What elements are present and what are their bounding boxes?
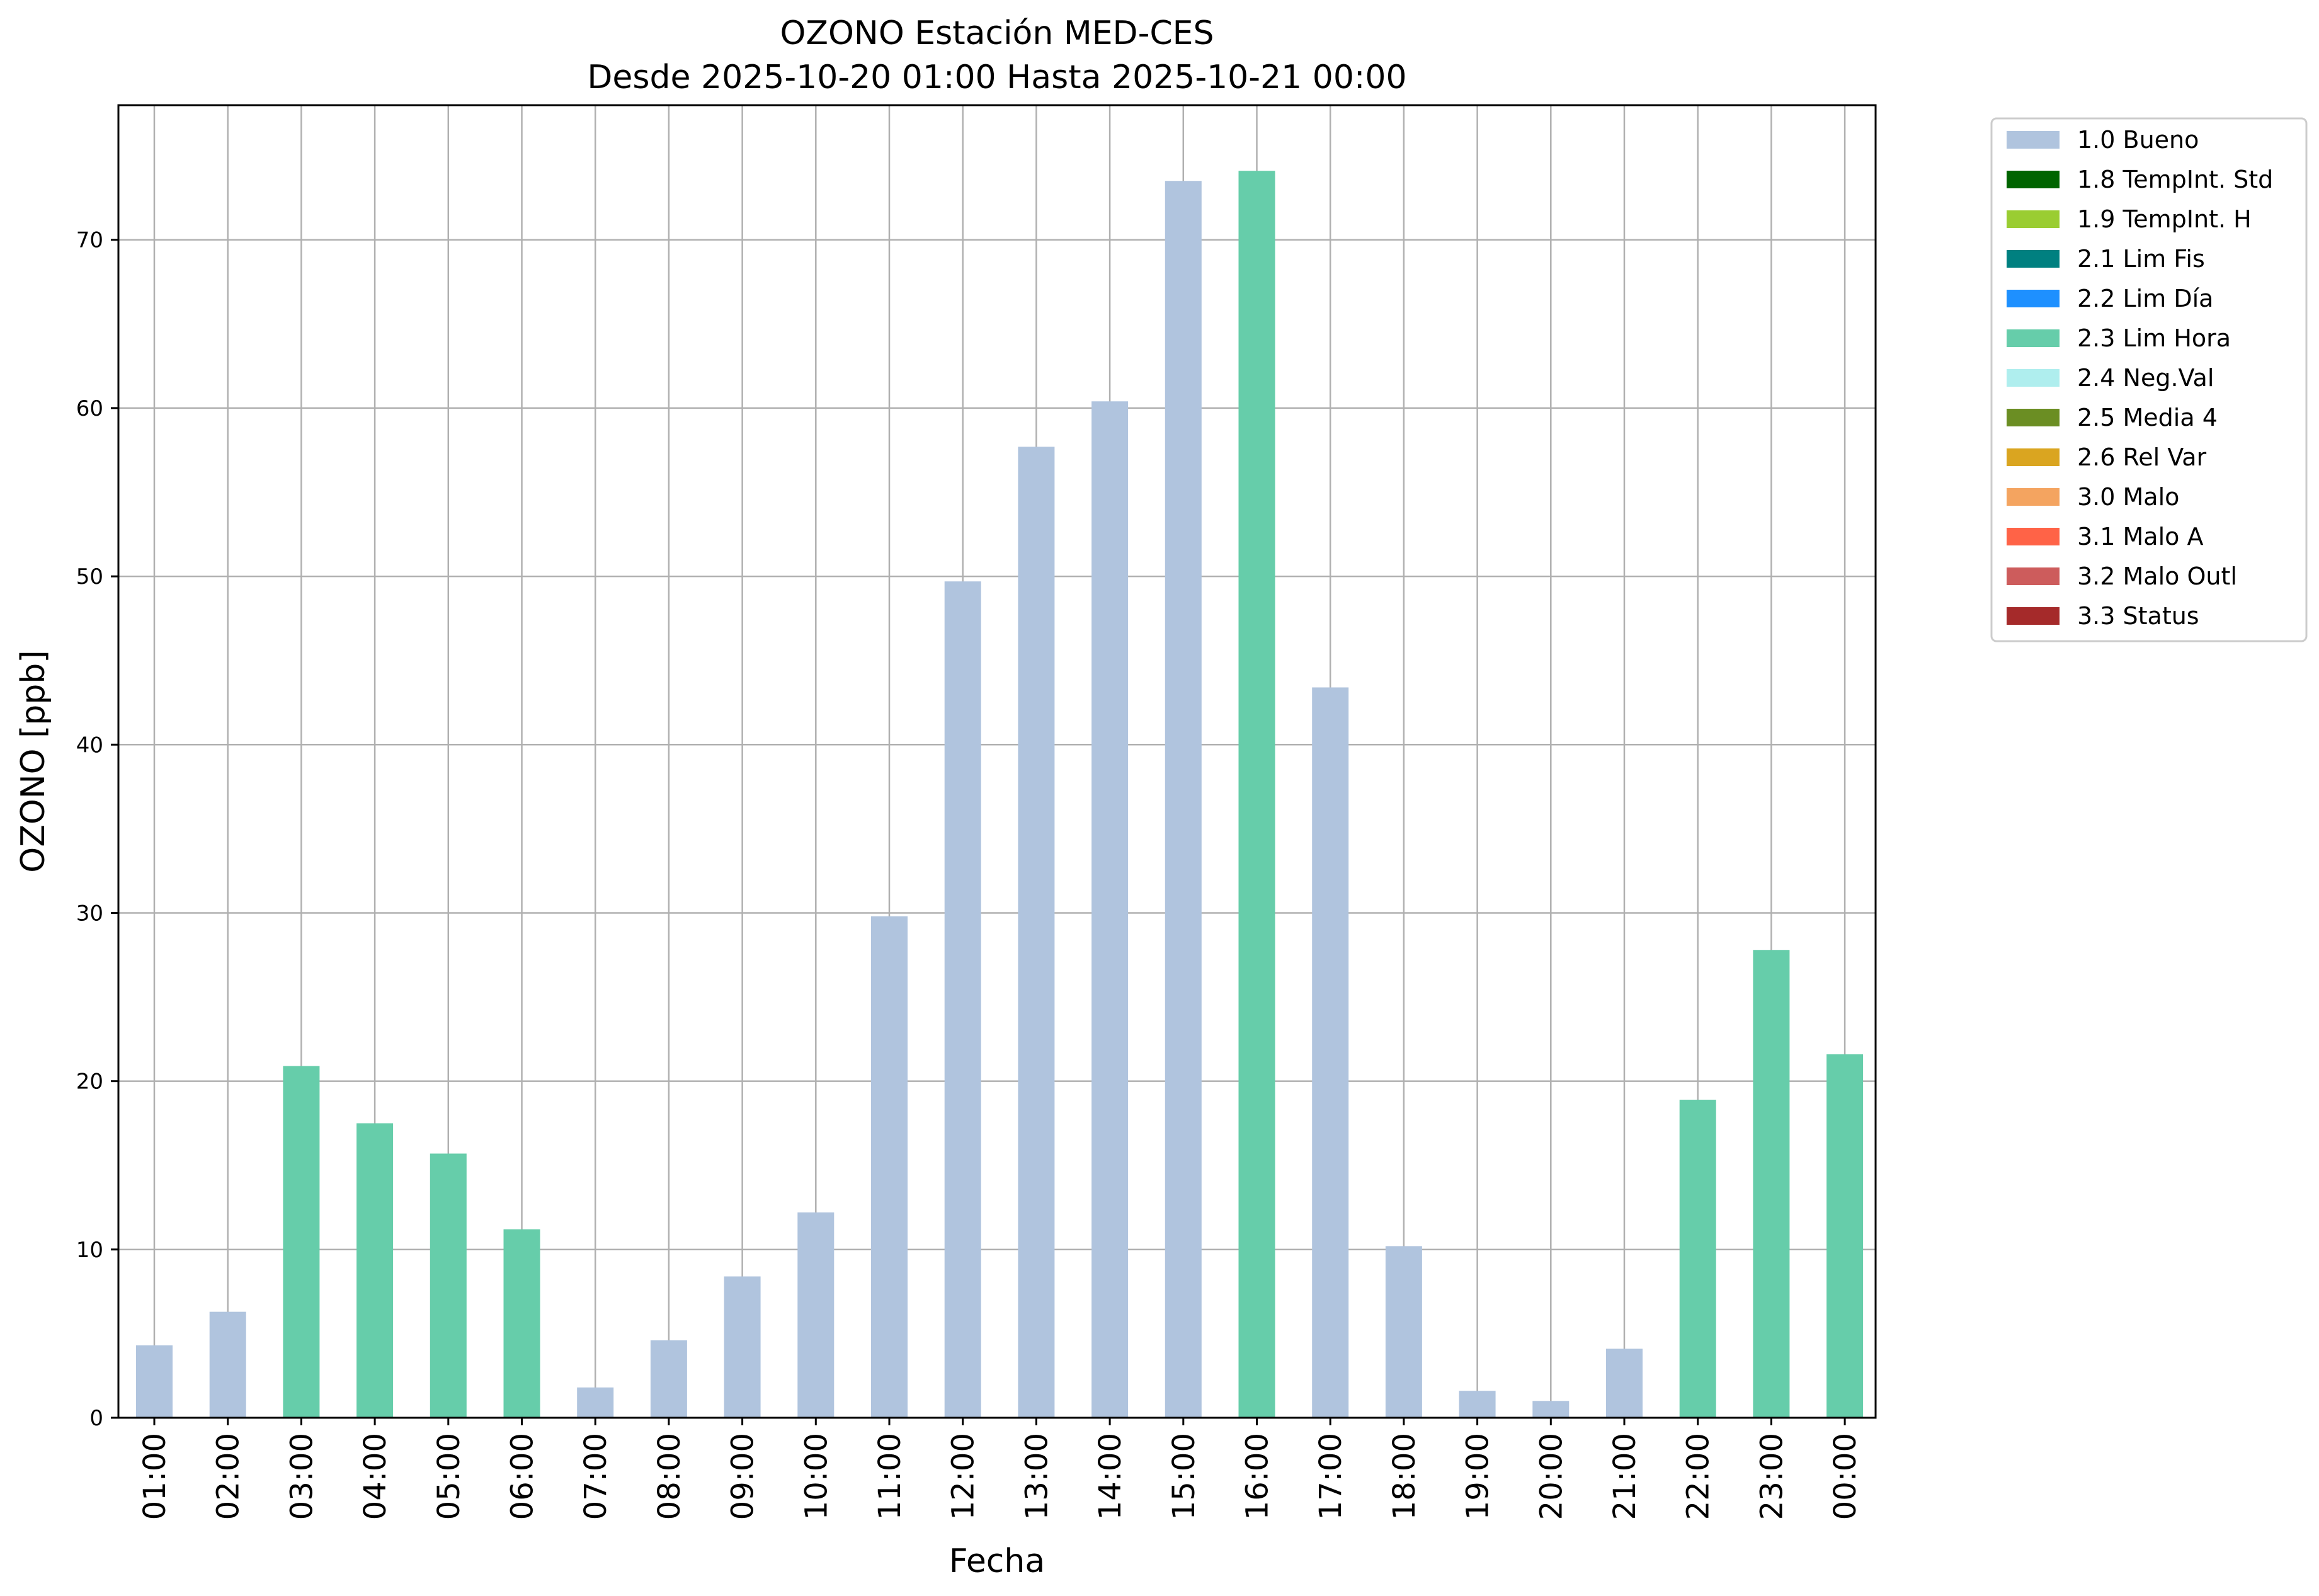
y-tick-label: 10 bbox=[76, 1238, 103, 1263]
x-axis-ticks: 01:00 02:00 03:00 04:00 05:00 06:00 07:00 08:00… bbox=[137, 1418, 1863, 1520]
bar-2000 bbox=[1532, 1401, 1570, 1418]
legend-label: 1.9 TempInt. H bbox=[2077, 205, 2252, 233]
y-tick-label: 70 bbox=[76, 228, 103, 253]
legend-label: 2.4 Neg.Val bbox=[2077, 364, 2214, 392]
legend-swatch bbox=[2007, 250, 2060, 268]
bar-0600 bbox=[503, 1229, 540, 1418]
x-tick-label: 20:00 bbox=[1534, 1433, 1569, 1520]
x-tick-label: 15:00 bbox=[1166, 1433, 1202, 1520]
bar-0800 bbox=[650, 1340, 687, 1418]
x-tick-label: 18:00 bbox=[1387, 1433, 1422, 1520]
legend-swatch bbox=[2007, 488, 2060, 506]
y-axis-title: OZONO [ppb] bbox=[14, 650, 52, 872]
bar-0200 bbox=[209, 1311, 246, 1418]
legend-label: 1.0 Bueno bbox=[2077, 126, 2199, 154]
bar-0900 bbox=[724, 1276, 761, 1418]
bar-1800 bbox=[1385, 1246, 1422, 1418]
legend-swatch bbox=[2007, 448, 2060, 466]
bar-1500 bbox=[1165, 181, 1202, 1418]
bar-0100 bbox=[136, 1345, 173, 1418]
x-tick-label: 21:00 bbox=[1607, 1433, 1643, 1520]
x-tick-label: 03:00 bbox=[284, 1433, 319, 1520]
bars bbox=[136, 171, 1864, 1418]
x-tick-label: 04:00 bbox=[358, 1433, 393, 1520]
bar-1300 bbox=[1018, 447, 1055, 1418]
legend-label: 3.3 Status bbox=[2077, 602, 2199, 630]
x-tick-label: 12:00 bbox=[946, 1433, 981, 1520]
x-tick-label: 02:00 bbox=[211, 1433, 246, 1520]
legend-label: 2.2 Lim Día bbox=[2077, 285, 2213, 312]
x-tick-label: 08:00 bbox=[652, 1433, 687, 1520]
legend-label: 3.1 Malo A bbox=[2077, 523, 2203, 550]
legend-label: 2.6 Rel Var bbox=[2077, 443, 2207, 471]
legend-label: 3.0 Malo bbox=[2077, 483, 2179, 511]
y-tick-label: 40 bbox=[76, 732, 103, 758]
bar-1100 bbox=[871, 916, 908, 1418]
bar-1400 bbox=[1091, 401, 1129, 1418]
bar-1900 bbox=[1459, 1391, 1496, 1418]
legend-swatch bbox=[2007, 131, 2060, 149]
legend: 1.0 Bueno 1.8 TempInt. Std 1.9 TempInt. H 2… bbox=[1990, 117, 2308, 642]
x-tick-label: 10:00 bbox=[799, 1433, 834, 1520]
legend-label: 2.1 Lim Fis bbox=[2077, 245, 2205, 273]
bar-2100 bbox=[1606, 1348, 1643, 1418]
x-tick-label: 11:00 bbox=[872, 1433, 908, 1520]
legend-label: 1.8 TempInt. Std bbox=[2077, 166, 2273, 193]
legend-swatch bbox=[2007, 329, 2060, 347]
legend-swatch bbox=[2007, 607, 2060, 625]
bar-1000 bbox=[797, 1212, 835, 1418]
legend-box bbox=[1990, 117, 2308, 642]
x-tick-label: 01:00 bbox=[137, 1433, 173, 1520]
bar-0300 bbox=[283, 1066, 320, 1418]
legend-swatch bbox=[2007, 567, 2060, 585]
x-axis-title: Fecha bbox=[949, 1542, 1045, 1580]
y-tick-label: 30 bbox=[76, 901, 103, 926]
legend-label: 2.3 Lim Hora bbox=[2077, 324, 2231, 352]
x-tick-label: 07:00 bbox=[578, 1433, 613, 1520]
x-tick-label: 06:00 bbox=[505, 1433, 540, 1520]
chart-subtitle: Desde 2025-10-20 01:00 Hasta 2025-10-21 … bbox=[587, 59, 1406, 96]
legend-swatch bbox=[2007, 171, 2060, 188]
legend-swatch bbox=[2007, 210, 2060, 228]
x-tick-label: 14:00 bbox=[1093, 1433, 1128, 1520]
y-tick-label: 20 bbox=[76, 1069, 103, 1095]
legend-swatch bbox=[2007, 528, 2060, 545]
y-tick-label: 50 bbox=[76, 564, 103, 590]
legend-swatch bbox=[2007, 369, 2060, 387]
x-tick-label: 09:00 bbox=[726, 1433, 761, 1520]
bar-0400 bbox=[356, 1123, 394, 1418]
bar-1600 bbox=[1238, 171, 1275, 1418]
y-tick-label: 0 bbox=[89, 1406, 103, 1431]
x-tick-label: 23:00 bbox=[1754, 1433, 1789, 1520]
x-tick-label: 05:00 bbox=[431, 1433, 467, 1520]
bar-1200 bbox=[944, 581, 981, 1418]
legend-swatch bbox=[2007, 290, 2060, 307]
x-tick-label: 17:00 bbox=[1313, 1433, 1348, 1520]
bar-0700 bbox=[577, 1387, 614, 1418]
x-tick-label: 22:00 bbox=[1681, 1433, 1716, 1520]
plot-frame bbox=[117, 104, 1877, 1419]
bar-1700 bbox=[1312, 687, 1349, 1418]
x-tick-label: 13:00 bbox=[1019, 1433, 1054, 1520]
bar-0500 bbox=[430, 1153, 467, 1418]
x-tick-label: 00:00 bbox=[1828, 1433, 1863, 1520]
x-tick-label: 19:00 bbox=[1461, 1433, 1496, 1520]
legend-swatch bbox=[2007, 409, 2060, 426]
y-tick-label: 60 bbox=[76, 396, 103, 421]
chart-title: OZONO Estación MED-CES bbox=[780, 14, 1214, 52]
bar-2300 bbox=[1753, 950, 1790, 1418]
x-tick-label: 16:00 bbox=[1240, 1433, 1275, 1520]
legend-label: 2.5 Media 4 bbox=[2077, 404, 2218, 431]
y-axis-ticks: 0 10 20 30 40 50 60 70 bbox=[76, 228, 118, 1431]
bar-0000 bbox=[1826, 1054, 1864, 1418]
bar-2200 bbox=[1679, 1100, 1716, 1418]
legend-label: 3.2 Malo Outl bbox=[2077, 562, 2237, 590]
